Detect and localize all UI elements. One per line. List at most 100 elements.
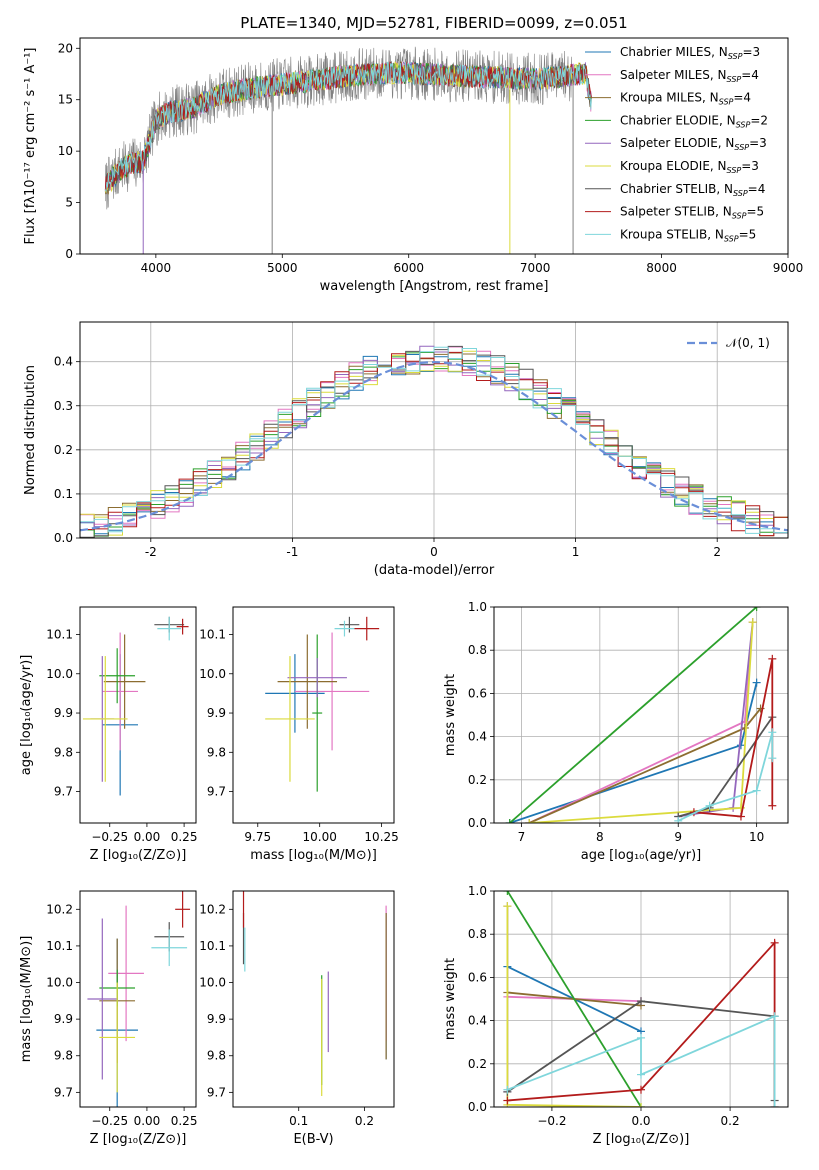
y-tick-label: 10.2 [46,902,73,916]
figure-title: PLATE=1340, MJD=52781, FIBERID=0099, z=0… [240,14,627,32]
y-tick-label: 10.1 [46,939,73,953]
y-tick-label: 0.4 [54,355,73,369]
legend-label-sub: SSP [734,143,749,152]
weight-marker-chabrier-elodie [503,891,512,895]
y-tick-label: 5 [65,196,73,210]
y-tick-label: 10.0 [199,667,226,681]
y-tick-label: 9.8 [207,1049,226,1063]
axes-frame [79,321,789,539]
x-tick-label: 0.00 [134,830,161,844]
legend-label-tail: =3 [742,45,760,59]
weight-marker-kroupa-stelib [705,801,714,810]
model-spectrum-kroupa-stelib [104,61,592,193]
legend-label-chabrier-stelib: Chabrier STELIB, NSSP=4 [620,182,765,198]
x-tick-label: −0.25 [91,830,128,844]
legend-label-sub: SSP [727,166,742,175]
axes-frame [79,37,789,255]
y-tick-label: 0.8 [468,643,487,657]
y-tick-label: 1.0 [468,884,487,898]
weight-marker-salpeter-stelib [768,654,777,663]
y-tick-label: 0.4 [468,1014,487,1028]
y-tick-label: 9.8 [54,745,73,759]
y-tick-label: 9.9 [54,1012,73,1026]
legend-label-kroupa-elodie: Kroupa ELODIE, NSSP=3 [620,159,759,175]
weight-marker-kroupa-stelib [768,754,777,763]
weight-marker-salpeter-stelib [637,1085,645,1094]
errorbar-kroupa-miles [103,634,146,729]
legend-label-tail: =5 [739,227,757,241]
weight-line-chabrier-elodie [509,607,758,823]
errorbar-kroupa-elodie [82,656,128,782]
y-tick-label: 15 [58,93,73,107]
weight-marker-kroupa-stelib [752,786,761,795]
legend-label-kroupa-stelib: Kroupa STELIB, NSSP=5 [620,227,756,243]
y-tick-label: 0.2 [468,1057,487,1071]
panel-z-mass: −0.25 0.00 0.25 9.7 9.8 9.9 10.0 10.1 10.2 Z [log… [19,890,198,1147]
x-axis-label: Z [log₁₀(Z/Z⊙)] [90,848,187,863]
y-tick-label: 9.9 [54,706,73,720]
y-tick-label: 0.2 [468,773,487,787]
weight-marker-salpeter-stelib [770,938,779,947]
errorbar-kroupa-elodie [99,982,136,1093]
weight-marker-chabrier-stelib [637,997,645,1006]
legend-label-main: Chabrier MILES, N [620,45,728,59]
weight-marker-kroupa-elodie [525,819,534,823]
weight-marker-kroupa-stelib [503,1085,512,1094]
x-axis-label: Z [log₁₀(Z/Z⊙)] [593,1132,690,1147]
x-tick-label: 5000 [267,261,298,275]
y-tick-label: 9.7 [207,1085,226,1099]
y-tick-label: 0.8 [468,927,487,941]
weight-marker-kroupa-stelib [768,728,777,737]
legend-label-main: Salpeter STELIB, N [620,205,732,219]
x-tick-label: 0.25 [171,1114,198,1128]
legend-label-normal: 𝒩(0, 1) [726,336,770,350]
y-axis-label: Normed distribution [23,365,38,495]
spectrum-plot-area [104,46,592,254]
panel-z-weight: −0.2 0.0 0.2 0.0 0.2 0.4 0.6 0.8 1.0 Z [log₁₀(Z/Z… [443,884,789,1147]
legend-label-main: Kroupa STELIB, N [620,227,724,241]
legend-label-tail: =4 [741,68,759,82]
weight-marker-chabrier-miles [736,741,745,750]
y-tick-label: 0.6 [468,686,487,700]
legend-label-tail: =3 [749,136,767,150]
x-axis-label: mass [log₁₀(M/M⊙)] [250,848,377,863]
axes-frame [493,606,789,824]
y-tick-label: 0.4 [468,730,487,744]
y-tick-label: 0.0 [54,531,73,545]
errorbar-salpeter-stelib [354,616,380,641]
x-tick-label: 0.0 [631,1114,650,1128]
weight-marker-kroupa-stelib [770,1012,779,1021]
errorbar-chabrier-miles [265,654,325,733]
legend-label-main: Salpeter ELODIE, N [620,136,734,150]
errorbar-kroupa-stelib [157,616,182,641]
y-tick-label: 9.7 [207,785,226,799]
z-age-plot-area [82,616,189,796]
weight-line-chabrier-elodie [506,891,642,1107]
x-axis-label: E(B-V) [293,1132,333,1147]
x-tick-label: 6000 [393,261,424,275]
legend-label-tail: =4 [733,91,751,105]
y-tick-label: 10.0 [199,976,226,990]
legend-label-tail: =3 [741,159,759,173]
errorbar-chabrier-stelib [339,616,360,633]
y-tick-label: 20 [58,41,73,55]
legend-label-salpeter-miles: Salpeter MILES, NSSP=4 [620,68,759,84]
x-tick-label: 9000 [773,261,804,275]
legend-label-sub: SSP [724,234,739,243]
x-tick-label: 9.75 [244,830,271,844]
y-tick-label: 9.7 [54,785,73,799]
weight-marker-salpeter-stelib [768,801,777,810]
axes-frame [232,890,395,1108]
errorbar-salpeter-miles [108,905,144,1042]
legend-label-tail: =5 [746,205,764,219]
x-tick-label: 0.00 [134,1114,161,1128]
legend-label-sub: SSP [733,189,748,198]
panel-mass-age: 9.75 10.00 10.25 9.7 9.8 9.9 10.0 10.1 mass [log… [199,606,399,863]
panel-ebv-mass: 0.1 0.2 9.7 9.8 9.9 10.0 10.1 10.2 E(B-V) [199,890,395,1147]
y-axis-label: age [log₁₀(age/yr)] [19,655,34,776]
x-tick-label: 0.2 [355,1114,374,1128]
x-tick-label: −0.2 [537,1114,566,1128]
weight-marker-chabrier-elodie [752,607,761,611]
x-tick-label: 10 [749,830,764,844]
errorbar-salpeter-miles [102,632,138,751]
